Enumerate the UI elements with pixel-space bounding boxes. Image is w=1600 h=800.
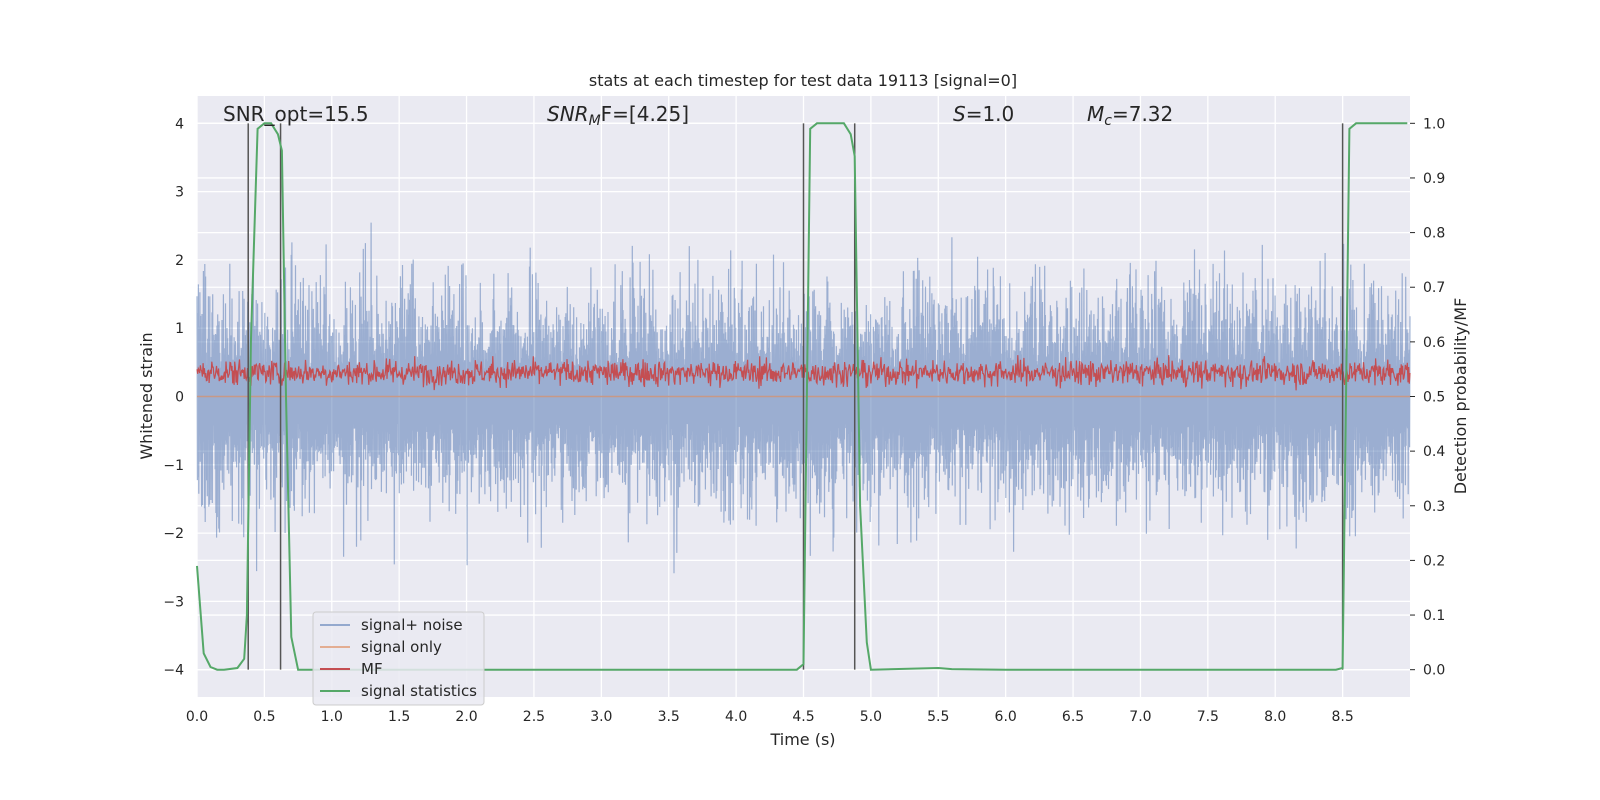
x-tick-label: 0.0 <box>186 709 208 725</box>
legend-label-mf: MF <box>361 660 383 678</box>
annotation-mc: Mc=7.32 <box>1087 102 1173 129</box>
tick-labels: 0.0 0.5 1.0 1.5 2.0 2.5 3.0 3.5 4.0 4.5 5.0 5.5 6.0 6… <box>163 116 1445 725</box>
x-tick-label: 2.5 <box>523 709 545 725</box>
signal-statistics-series <box>196 122 1408 671</box>
annotation-mc-sub: c <box>1104 113 1112 129</box>
y-right-tick-label: 0.9 <box>1423 171 1445 187</box>
x-tick-label: 3.0 <box>590 709 612 725</box>
y-left-tick-label: −1 <box>163 458 184 474</box>
x-tick-label: 1.5 <box>388 709 410 725</box>
x-tick-label: 0.5 <box>253 709 275 725</box>
annotation-snr-opt: SNR_opt=15.5 <box>223 102 369 126</box>
x-axis-label: Time (s) <box>769 730 835 749</box>
y-left-tick-label: −4 <box>163 663 184 679</box>
y-left-tick-label: −2 <box>163 526 184 542</box>
y-left-tick-label: 4 <box>175 116 184 132</box>
legend-box <box>312 611 485 706</box>
y-left-tick-label: 0 <box>175 390 184 406</box>
annotation-snr-mf: SNRMF=[4.25] <box>547 102 689 129</box>
annotation-snr-mf-rest: F=[4.25] <box>601 102 689 126</box>
legend-label-signal-noise: signal+ noise <box>361 616 463 634</box>
y-right-tick-label: 0.2 <box>1423 553 1445 569</box>
y-axis-label-right: Detection probability/MF <box>1451 298 1470 495</box>
annotation-snr-mf-sub: M <box>589 113 601 129</box>
legend-label-signal-only: signal only <box>361 638 442 656</box>
legend-label-signal-statistics: signal statistics <box>361 682 477 700</box>
y-right-tick-label: 0.0 <box>1423 663 1445 679</box>
x-tick-label: 5.5 <box>927 709 949 725</box>
y-left-tick-label: −3 <box>163 594 184 610</box>
y-right-tick-label: 0.4 <box>1423 444 1445 460</box>
x-tick-label: 7.0 <box>1129 709 1151 725</box>
x-tick-label: 6.0 <box>995 709 1017 725</box>
annotation-mc-base: M <box>1087 102 1104 126</box>
legend: signal+ noise signal only MF signal stat… <box>312 611 485 706</box>
x-tick-label: 4.5 <box>792 709 814 725</box>
y-right-tick-label: 0.3 <box>1423 499 1445 515</box>
x-tick-label: 4.0 <box>725 709 747 725</box>
x-tick-label: 2.0 <box>455 709 477 725</box>
x-tick-label: 1.0 <box>321 709 343 725</box>
annotation-snr-mf-base: SNR <box>547 102 589 126</box>
y-right-tick-label: 0.7 <box>1423 280 1445 296</box>
x-tick-label: 7.5 <box>1197 709 1219 725</box>
x-tick-label: 5.0 <box>860 709 882 725</box>
y-left-tick-label: 3 <box>175 185 184 201</box>
signal-statistics-line <box>196 122 1408 671</box>
annotation-mc-rest: =7.32 <box>1112 102 1173 126</box>
x-tick-label: 8.0 <box>1264 709 1286 725</box>
y-right-tick-label: 0.1 <box>1423 608 1445 624</box>
x-tick-label: 3.5 <box>658 709 680 725</box>
x-tick-label: 8.5 <box>1331 709 1353 725</box>
chart-title: stats at each timestep for test data 191… <box>589 71 1017 90</box>
y-right-tick-label: 0.6 <box>1423 335 1445 351</box>
annotation-s: S=1.0 <box>953 102 1014 126</box>
y-left-tick-label: 1 <box>175 321 184 337</box>
annotation-s-base: S <box>953 102 966 126</box>
y-left-tick-label: 2 <box>175 253 184 269</box>
y-right-tick-label: 1.0 <box>1423 116 1445 132</box>
y-right-tick-label: 0.8 <box>1423 226 1445 242</box>
x-tick-label: 6.5 <box>1062 709 1084 725</box>
y-axis-label-left: Whitened strain <box>137 332 156 459</box>
y-right-tick-label: 0.5 <box>1423 390 1445 406</box>
annotation-s-rest: =1.0 <box>966 102 1015 126</box>
